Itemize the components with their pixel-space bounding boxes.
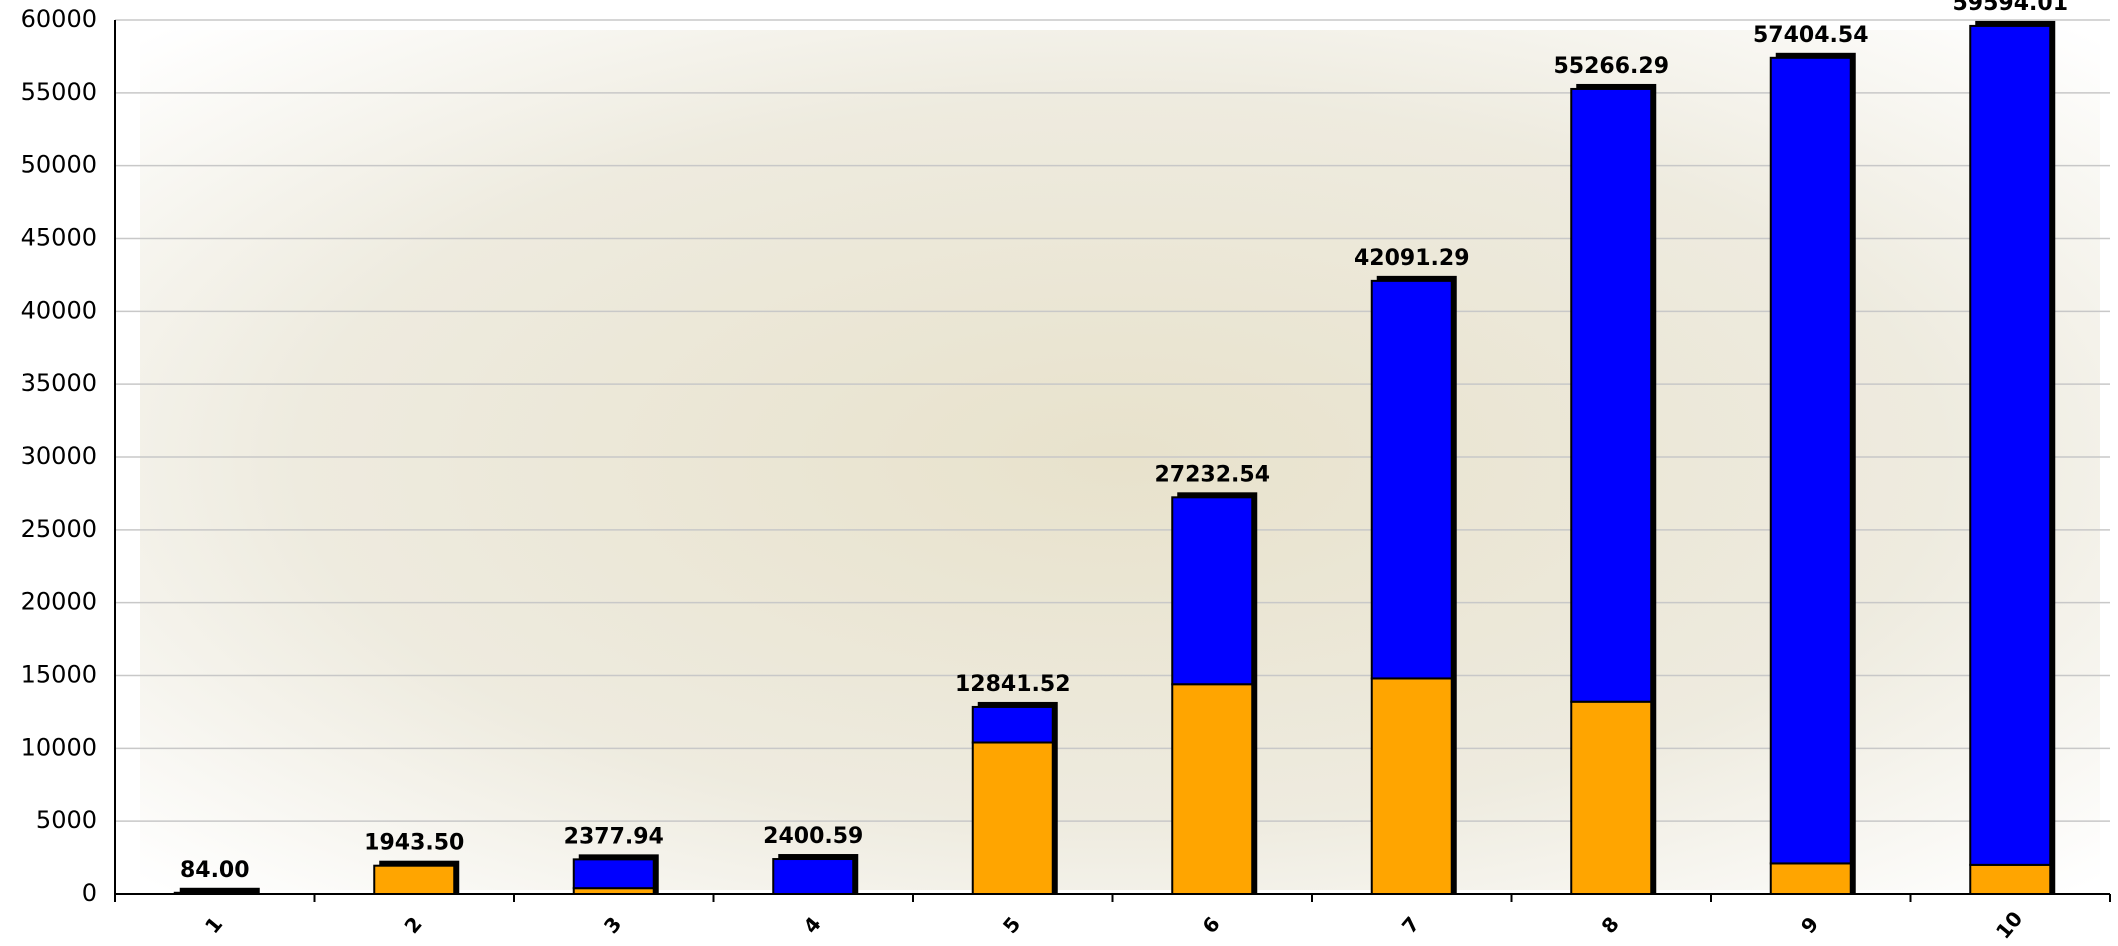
y-tick-label: 30000 (21, 442, 97, 470)
y-tick-label: 40000 (21, 296, 97, 324)
bar-segment (1370, 677, 1453, 895)
total-label: 27232.54 (1154, 462, 1270, 487)
total-label: 59594.01 (1952, 0, 2068, 16)
bar-segment (1171, 683, 1254, 895)
total-label: 2400.59 (763, 824, 863, 849)
bar-segment (1969, 863, 2052, 895)
total-label: 55266.29 (1553, 54, 1669, 79)
x-tick-label: 8 (1596, 912, 1623, 938)
x-tick-label: 2 (399, 912, 426, 938)
bar-segment (971, 705, 1054, 744)
x-tick-label: 6 (1197, 912, 1224, 938)
bar-segment (373, 864, 456, 896)
bar-segment (173, 891, 256, 896)
x-tick-label: 10 (1991, 907, 2027, 944)
y-tick-label: 25000 (21, 515, 97, 543)
bar-segment (1570, 700, 1653, 895)
bar-segment (1769, 862, 1852, 895)
bar-segment (1570, 87, 1653, 703)
bar-segment (772, 858, 855, 896)
total-label: 57404.54 (1753, 23, 1869, 48)
y-tick-label: 0 (82, 879, 97, 907)
x-tick-label: 3 (599, 912, 626, 938)
total-label: 42091.29 (1354, 246, 1470, 271)
total-label: 1943.50 (364, 831, 464, 856)
bar-segment (572, 858, 655, 890)
y-tick-label: 55000 (21, 78, 97, 106)
y-tick-label: 50000 (21, 151, 97, 179)
bar-segment (971, 741, 1054, 895)
y-tick-label: 20000 (21, 588, 97, 616)
total-label: 2377.94 (564, 824, 664, 849)
y-tick-label: 35000 (21, 369, 97, 397)
bar-segment (1370, 279, 1453, 680)
y-tick-label: 15000 (21, 661, 97, 689)
bar-segment (1969, 24, 2052, 866)
y-tick-label: 60000 (21, 5, 97, 33)
total-label: 12841.52 (955, 672, 1071, 697)
bar-segment (1769, 56, 1852, 865)
x-tick-label: 1 (200, 912, 227, 938)
y-tick-label: 5000 (36, 806, 97, 834)
total-label: 84.00 (180, 858, 250, 883)
x-tick-label: 5 (998, 912, 1025, 938)
x-tick-label: 9 (1796, 912, 1823, 938)
bar-shadow (179, 887, 260, 894)
bar-segment (1171, 496, 1254, 686)
x-tick-label: 7 (1397, 912, 1424, 938)
y-tick-label: 10000 (21, 733, 97, 761)
x-tick-label: 4 (798, 912, 825, 938)
y-tick-label: 45000 (21, 224, 97, 252)
